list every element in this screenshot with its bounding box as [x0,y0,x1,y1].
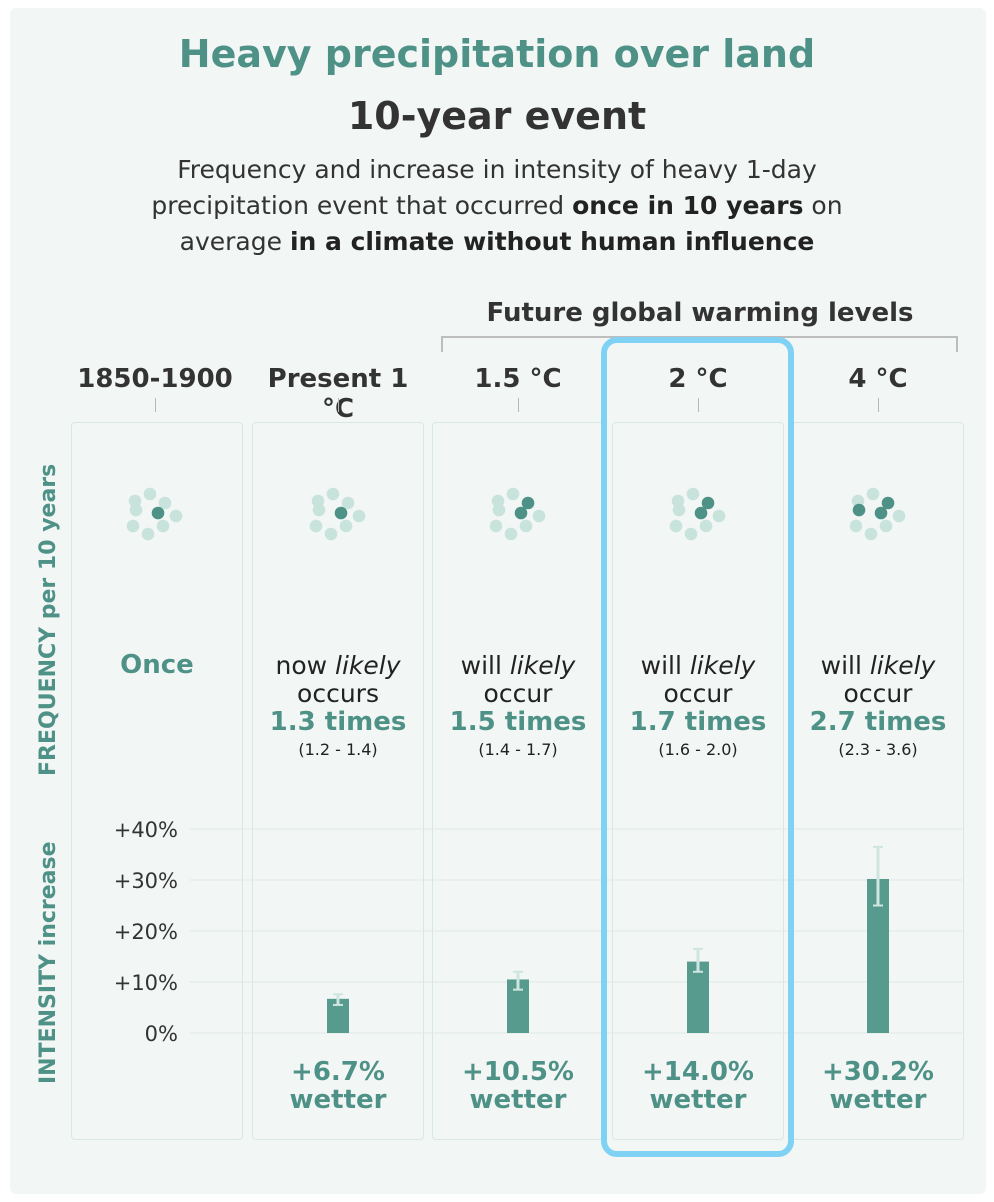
future-warming-label: Future global warming levels [486,298,914,328]
frequency-times: 1.5 times [449,707,587,737]
frequency-dot [129,503,143,517]
frequency-dot [339,519,353,533]
frequency-dot [324,527,338,541]
frequency-range: (1.6 - 2.0) [658,740,738,759]
col-header-4: 4 °C [848,364,908,394]
frequency-times: 1.7 times [629,707,767,737]
col-header-present: Present 1 °C [267,364,409,424]
frequency-dot [326,487,340,501]
frequency-dot [686,487,700,501]
chart-title: Heavy precipitation over land [178,32,816,76]
frequency-dot-event [151,506,165,520]
frequency-dot [126,519,140,533]
result-present: +6.7% wetter [289,1057,387,1115]
frequency-dot-event [694,506,708,520]
frequency-dot-event [874,506,888,520]
chart-description: Frequency and increase in intensity of h… [151,155,843,256]
frequency-dot [506,487,520,501]
frequency-dot [309,519,323,533]
frequency-dot [532,509,546,523]
y-tick-label: 0% [144,1022,178,1046]
result-2: +14.0% wetter [642,1057,754,1115]
frequency-dot-event [852,503,866,517]
frequency-dot-event [334,506,348,520]
frequency-dot [699,519,713,533]
frequency-text-1-5: will likely occur 1.5 times (1.4 - 1.7) [428,652,608,764]
frequency-dot [341,496,355,510]
highlight-2c-frame [601,337,794,1157]
intensity-bar [327,998,349,1033]
frequency-times: 1.3 times [269,707,407,737]
frequency-times: 2.7 times [809,707,947,737]
frequency-dot [879,519,893,533]
header-tick [878,398,879,412]
frequency-dot [156,519,170,533]
frequency-dot [312,503,326,517]
frequency-dot [684,527,698,541]
frequency-once: Once [120,650,194,680]
frequency-dot [352,509,366,523]
frequency-dot [866,487,880,501]
col-header-1-5: 1.5 °C [474,364,562,394]
y-tick-label: +40% [113,818,178,842]
frequency-dot [141,527,155,541]
frequency-dot [672,503,686,517]
y-tick-label: +10% [113,971,178,995]
col-header-1850: 1850-1900 [77,364,233,394]
frequency-dot-event [521,496,535,510]
frequency-dot-event [514,506,528,520]
frequency-text-4: will likely occur 2.7 times (2.3 - 3.6) [788,652,968,764]
y-tick-label: +30% [113,869,178,893]
result-1-5: +10.5% wetter [462,1057,574,1115]
frequency-dot [669,519,683,533]
frequency-range: (2.3 - 3.6) [838,740,918,759]
col-header-2: 2 °C [668,364,728,394]
chart-subtitle: 10-year event [347,94,647,138]
frequency-dot [849,519,863,533]
column-panel [71,422,243,1140]
frequency-range: (1.4 - 1.7) [478,740,558,759]
frequency-dot-event [881,496,895,510]
frequency-dot [169,509,183,523]
frequency-dot [492,503,506,517]
frequency-dot [158,496,172,510]
frequency-text-present: now likely occurs 1.3 times (1.2 - 1.4) [248,652,428,764]
frequency-dot-event [701,496,715,510]
y-tick-label: +20% [113,920,178,944]
intensity-bar [867,878,889,1033]
frequency-text-2: will likely occur 1.7 times (1.6 - 2.0) [608,652,788,764]
frequency-dot [504,527,518,541]
intensity-bar [507,979,529,1033]
result-4: +30.2% wetter [822,1057,934,1115]
frequency-dot [892,509,906,523]
frequency-dot [864,527,878,541]
intensity-bar [687,961,709,1033]
header-tick [698,398,699,412]
header-tick [518,398,519,412]
frequency-dot [143,487,157,501]
header-tick [338,398,339,412]
header-tick [155,398,156,412]
frequency-dot [712,509,726,523]
frequency-dot [489,519,503,533]
frequency-range: (1.2 - 1.4) [298,740,378,759]
frequency-dot [519,519,533,533]
